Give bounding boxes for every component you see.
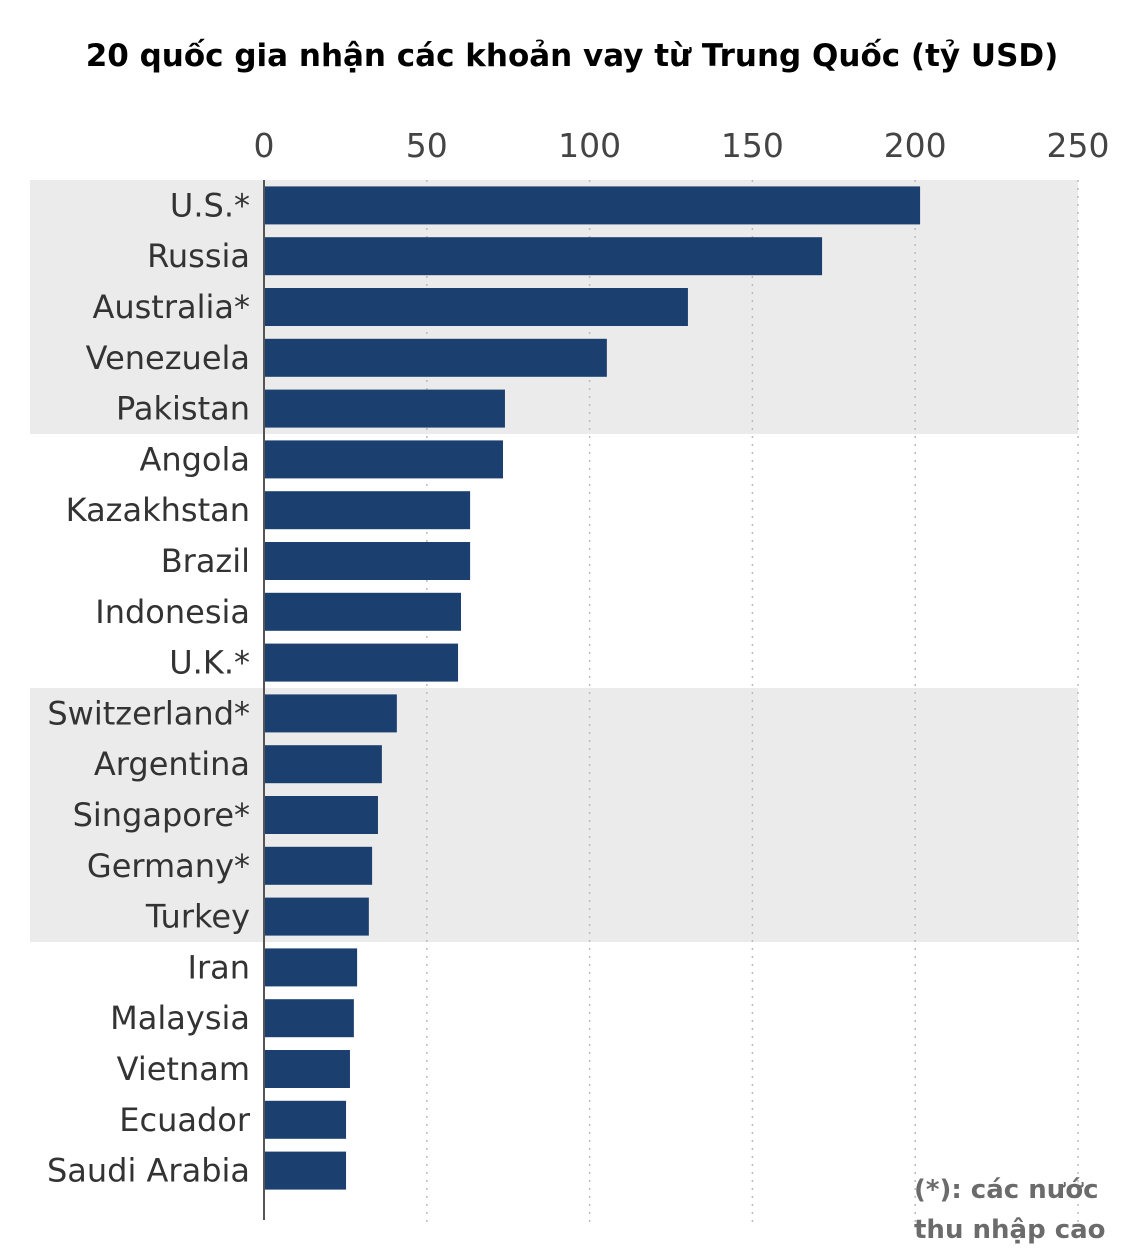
x-tick-label: 50 xyxy=(406,126,448,165)
bar-kazakhstan xyxy=(265,491,471,530)
chart-title: 20 quốc gia nhận các khoản vay từ Trung … xyxy=(86,38,1059,74)
category-label: Angola xyxy=(139,440,250,478)
bar-argentina xyxy=(265,745,382,784)
category-label: Turkey xyxy=(145,898,250,936)
category-label: U.S.* xyxy=(170,186,250,224)
x-tick-label: 200 xyxy=(884,126,947,165)
category-label: Venezuela xyxy=(86,339,250,377)
category-label: Switzerland* xyxy=(47,694,250,732)
x-tick-label: 150 xyxy=(721,126,784,165)
bar-angola xyxy=(265,440,503,479)
bar-turkey xyxy=(265,897,369,936)
category-label: Ecuador xyxy=(119,1101,251,1139)
category-label: Kazakhstan xyxy=(66,491,250,529)
category-label: Vietnam xyxy=(117,1050,250,1088)
bar-singapore- xyxy=(265,796,378,834)
category-label: Malaysia xyxy=(110,999,250,1037)
category-label: Pakistan xyxy=(116,390,250,428)
bar-malaysia xyxy=(265,999,354,1038)
bar-indonesia xyxy=(265,592,461,631)
bar-pakistan xyxy=(265,389,505,428)
bar-australia- xyxy=(265,288,688,326)
category-label: Iran xyxy=(188,948,250,986)
category-label: Singapore* xyxy=(73,796,250,834)
bar-u-k- xyxy=(265,643,459,682)
bar-u-s- xyxy=(265,186,921,225)
category-label: Australia* xyxy=(92,288,250,326)
category-label: Brazil xyxy=(161,542,250,580)
row-band-1 xyxy=(30,688,1078,942)
bar-vietnam xyxy=(265,1050,350,1088)
category-label: Argentina xyxy=(94,745,250,783)
bar-germany- xyxy=(265,846,373,885)
bar-ecuador xyxy=(265,1100,347,1139)
x-tick-label: 0 xyxy=(254,126,275,165)
bar-brazil xyxy=(265,542,471,580)
category-label: Germany* xyxy=(87,847,250,885)
category-label: U.K.* xyxy=(169,644,250,682)
bar-venezuela xyxy=(265,338,607,377)
bar-switzerland- xyxy=(265,694,397,733)
x-tick-label: 100 xyxy=(558,126,621,165)
footnote-line-2: thu nhập cao xyxy=(914,1215,1106,1245)
footnote-line-1: (*): các nước xyxy=(914,1175,1099,1205)
x-tick-label: 250 xyxy=(1047,126,1110,165)
category-label: Saudi Arabia xyxy=(47,1152,250,1190)
category-label: Indonesia xyxy=(95,593,250,631)
bar-iran xyxy=(265,948,358,987)
category-label: Russia xyxy=(147,237,250,275)
bar-russia xyxy=(265,237,823,276)
bar-saudi-arabia xyxy=(265,1151,347,1190)
